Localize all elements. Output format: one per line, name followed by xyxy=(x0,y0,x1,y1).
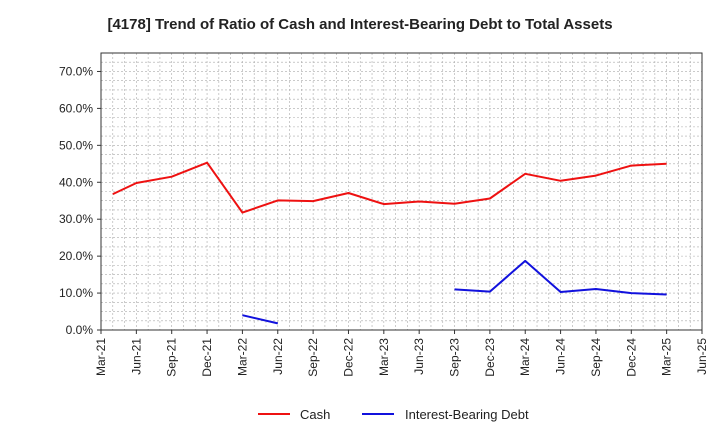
y-tick-label: 40.0% xyxy=(59,175,93,189)
x-tick-label: Sep-24 xyxy=(589,338,603,377)
x-tick-label: Jun-22 xyxy=(271,338,285,375)
series-line-interest-bearing-debt xyxy=(454,259,667,296)
x-tick-label: Jun-23 xyxy=(412,338,426,375)
x-tick-label: Sep-22 xyxy=(306,338,320,377)
x-tick-label: Jun-24 xyxy=(554,338,568,375)
y-tick-label: 60.0% xyxy=(59,101,93,115)
x-tick-label: Mar-23 xyxy=(377,338,391,376)
x-tick-label: Sep-23 xyxy=(448,338,462,377)
legend-cash-label: Cash xyxy=(300,407,330,422)
x-tick-label: Mar-22 xyxy=(235,338,249,376)
x-tick-label: Dec-24 xyxy=(624,338,638,377)
x-tick-label: Jun-21 xyxy=(129,338,143,375)
legend-interest-bearing-debt-label: Interest-Bearing Debt xyxy=(405,407,529,422)
plot-border xyxy=(100,52,703,331)
x-tick-label: Mar-21 xyxy=(94,338,108,376)
y-tick-label: 30.0% xyxy=(59,212,93,226)
x-tick-label: Mar-25 xyxy=(660,338,674,376)
y-tick-label: 20.0% xyxy=(59,249,93,263)
x-tick-label: Dec-22 xyxy=(341,338,355,377)
x-tick-label: Dec-23 xyxy=(483,338,497,377)
x-tick-label: Jun-25 xyxy=(695,338,709,375)
y-tick-label: 50.0% xyxy=(59,138,93,152)
x-tick-label: Sep-21 xyxy=(165,338,179,377)
x-tick-label: Dec-21 xyxy=(200,338,214,377)
y-tick-label: 10.0% xyxy=(59,286,93,300)
series-line-interest-bearing-debt xyxy=(242,314,279,325)
series-line-cash xyxy=(112,161,667,214)
y-tick-label: 0.0% xyxy=(66,323,94,337)
chart-title: [4178] Trend of Ratio of Cash and Intere… xyxy=(107,16,613,33)
x-tick-label: Mar-24 xyxy=(518,338,532,376)
y-tick-label: 70.0% xyxy=(59,64,93,78)
